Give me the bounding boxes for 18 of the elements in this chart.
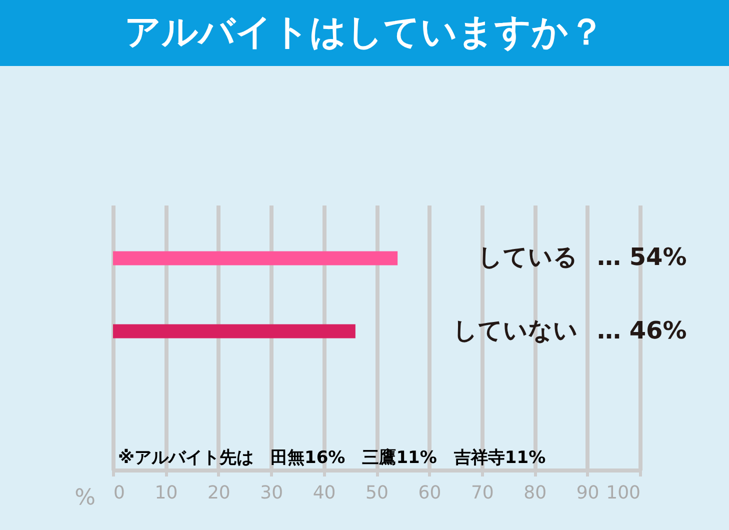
- x-tick-label: 80: [524, 482, 547, 504]
- x-tick-label: 40: [312, 482, 336, 504]
- x-tick-label: 100: [606, 482, 640, 504]
- y-tick-label: していない: [453, 316, 578, 344]
- data-label: … 46%: [597, 316, 687, 344]
- chart-title: アルバイトはしていますか？: [124, 12, 604, 53]
- x-axis-title: %: [74, 486, 96, 510]
- x-tick-label: 30: [260, 482, 284, 504]
- y-tick-label: している: [478, 243, 578, 272]
- data-label: … 54%: [597, 243, 687, 272]
- x-tick-label: 90: [576, 482, 600, 504]
- x-tick-label: 50: [366, 482, 388, 504]
- x-tick-label: 20: [207, 482, 230, 504]
- text: ※アルバイト先は 田無16% 三鷹11% 吉祥寺11%: [118, 448, 546, 468]
- x-tick-label: 70: [470, 482, 494, 504]
- x-tick-label: 60: [418, 482, 442, 504]
- x-tick-label: 0: [114, 482, 125, 504]
- x-tick-label: 10: [154, 482, 178, 504]
